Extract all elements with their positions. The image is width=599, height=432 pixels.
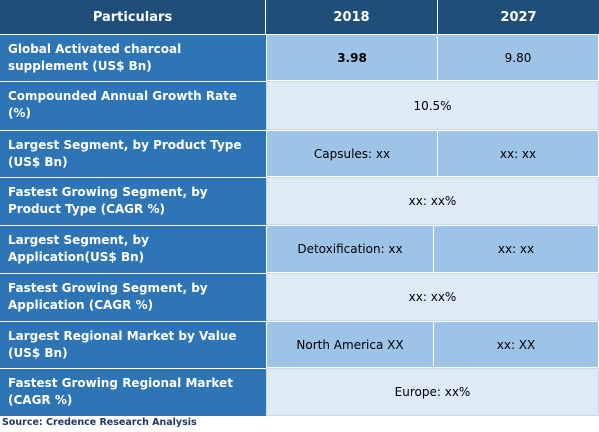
- header-2018: 2018: [266, 0, 438, 34]
- value-largest-application-2027: xx: xx: [434, 225, 599, 273]
- row-label-largest-region: Largest Regional Market by Value (US$ Bn…: [0, 321, 266, 368]
- value-market-size-2018: 3.98: [266, 34, 438, 81]
- row-label-cagr: Compounded Annual Growth Rate (%): [0, 81, 266, 130]
- value-largest-product-type-2018: Capsules: xx: [266, 130, 438, 177]
- value-market-size-2027: 9.80: [438, 34, 599, 81]
- value-fastest-region: Europe: xx%: [266, 368, 599, 416]
- value-largest-application-2018: Detoxification: xx: [266, 225, 434, 273]
- value-largest-product-type-2027: xx: xx: [438, 130, 599, 177]
- row-label-largest-product-type: Largest Segment, by Product Type (US$ Bn…: [0, 130, 266, 177]
- header-2027: 2027: [438, 0, 599, 34]
- value-cagr: 10.5%: [266, 81, 599, 130]
- header-particulars: Particulars: [0, 0, 266, 34]
- source-note: Source: Credence Research Analysis: [2, 417, 197, 428]
- row-label-fastest-region: Fastest Growing Regional Market (CAGR %): [0, 368, 266, 416]
- value-largest-region-2027: xx: XX: [434, 321, 599, 368]
- value-fastest-product-type: xx: xx%: [266, 177, 599, 225]
- row-label-market-size: Global Activated charcoal supplement (US…: [0, 34, 266, 81]
- row-label-fastest-application: Fastest Growing Segment, by Application …: [0, 273, 266, 321]
- row-label-largest-application: Largest Segment, by Application(US$ Bn): [0, 225, 266, 273]
- value-largest-region-2018: North America XX: [266, 321, 434, 368]
- value-fastest-application: xx: xx%: [266, 273, 599, 321]
- row-label-fastest-product-type: Fastest Growing Segment, by Product Type…: [0, 177, 266, 225]
